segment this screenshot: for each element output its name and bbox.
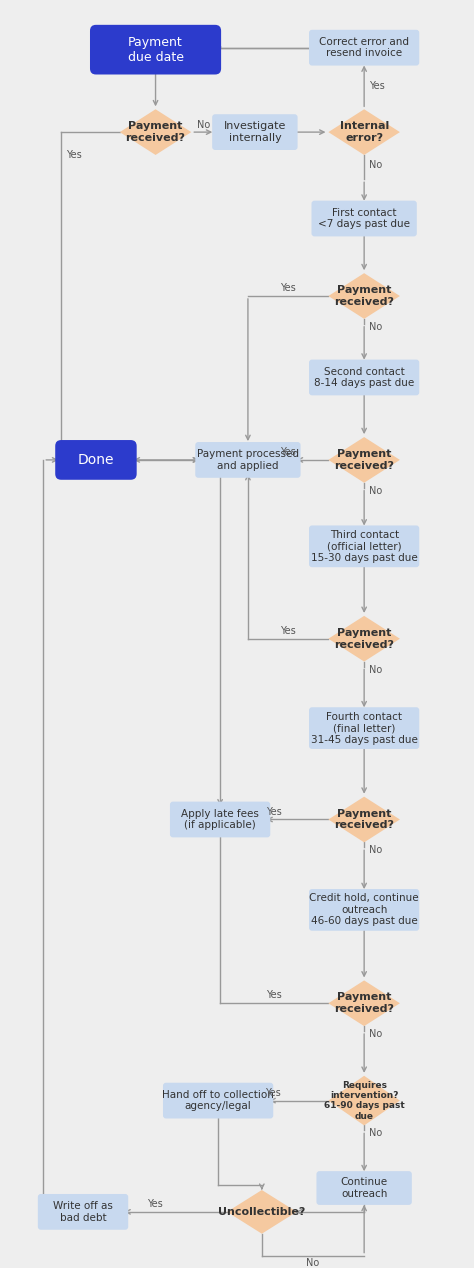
Text: Hand off to collection
agency/legal: Hand off to collection agency/legal xyxy=(162,1089,274,1112)
Text: Yes: Yes xyxy=(280,446,296,456)
Polygon shape xyxy=(328,980,400,1026)
FancyBboxPatch shape xyxy=(38,1194,128,1230)
Text: Credit hold, continue
outreach
46-60 days past due: Credit hold, continue outreach 46-60 day… xyxy=(310,893,419,927)
Text: Continue
outreach: Continue outreach xyxy=(341,1177,388,1198)
FancyBboxPatch shape xyxy=(212,114,298,150)
Text: Requires
intervention?
61-90 days past
due: Requires intervention? 61-90 days past d… xyxy=(324,1080,404,1121)
Text: No: No xyxy=(197,120,210,131)
Text: Payment
received?: Payment received? xyxy=(334,628,394,649)
FancyBboxPatch shape xyxy=(90,25,221,75)
Text: Yes: Yes xyxy=(266,806,282,817)
FancyBboxPatch shape xyxy=(309,889,419,931)
Text: Correct error and
resend invoice: Correct error and resend invoice xyxy=(319,37,409,58)
Polygon shape xyxy=(328,1075,400,1126)
Text: Second contact
8-14 days past due: Second contact 8-14 days past due xyxy=(314,366,414,388)
Text: Yes: Yes xyxy=(266,990,282,1000)
Text: Yes: Yes xyxy=(147,1198,163,1208)
Text: Apply late fees
(if applicable): Apply late fees (if applicable) xyxy=(181,809,259,831)
Text: No: No xyxy=(306,1258,319,1268)
FancyBboxPatch shape xyxy=(309,525,419,567)
Text: Internal
error?: Internal error? xyxy=(339,122,389,143)
FancyBboxPatch shape xyxy=(309,30,419,66)
FancyBboxPatch shape xyxy=(317,1172,412,1205)
Text: Payment
received?: Payment received? xyxy=(126,122,185,143)
Text: Payment
due date: Payment due date xyxy=(128,36,183,63)
Text: Uncollectible?: Uncollectible? xyxy=(218,1207,306,1217)
Text: Yes: Yes xyxy=(369,81,385,91)
Polygon shape xyxy=(120,109,191,155)
Text: No: No xyxy=(369,846,383,856)
Text: Payment
received?: Payment received? xyxy=(334,809,394,831)
Text: Payment
received?: Payment received? xyxy=(334,449,394,470)
Polygon shape xyxy=(328,109,400,155)
Text: Payment processed
and applied: Payment processed and applied xyxy=(197,449,299,470)
Text: Yes: Yes xyxy=(66,150,82,160)
Text: Yes: Yes xyxy=(280,283,296,293)
Text: Write off as
bad debt: Write off as bad debt xyxy=(53,1201,113,1222)
FancyBboxPatch shape xyxy=(170,801,270,837)
Text: Investigate
internally: Investigate internally xyxy=(224,122,286,143)
Text: No: No xyxy=(369,160,383,170)
Text: Fourth contact
(final letter)
31-45 days past due: Fourth contact (final letter) 31-45 days… xyxy=(311,711,418,744)
Text: No: No xyxy=(369,664,383,675)
Text: Yes: Yes xyxy=(265,1088,281,1098)
Polygon shape xyxy=(227,1189,297,1234)
FancyBboxPatch shape xyxy=(163,1083,273,1118)
Text: Payment
received?: Payment received? xyxy=(334,993,394,1014)
FancyBboxPatch shape xyxy=(55,440,137,479)
Text: Third contact
(official letter)
15-30 days past due: Third contact (official letter) 15-30 da… xyxy=(311,530,418,563)
FancyBboxPatch shape xyxy=(309,708,419,749)
Text: No: No xyxy=(369,486,383,496)
Polygon shape xyxy=(328,796,400,842)
Polygon shape xyxy=(328,273,400,318)
Text: No: No xyxy=(369,1129,383,1139)
Polygon shape xyxy=(328,437,400,483)
Text: Yes: Yes xyxy=(280,625,296,635)
Text: No: No xyxy=(369,1030,383,1038)
Polygon shape xyxy=(328,616,400,662)
FancyBboxPatch shape xyxy=(195,443,301,478)
FancyBboxPatch shape xyxy=(309,360,419,396)
Text: Done: Done xyxy=(78,453,114,467)
Text: First contact
<7 days past due: First contact <7 days past due xyxy=(318,208,410,230)
Text: No: No xyxy=(369,322,383,332)
Text: Payment
received?: Payment received? xyxy=(334,285,394,307)
FancyBboxPatch shape xyxy=(311,200,417,236)
